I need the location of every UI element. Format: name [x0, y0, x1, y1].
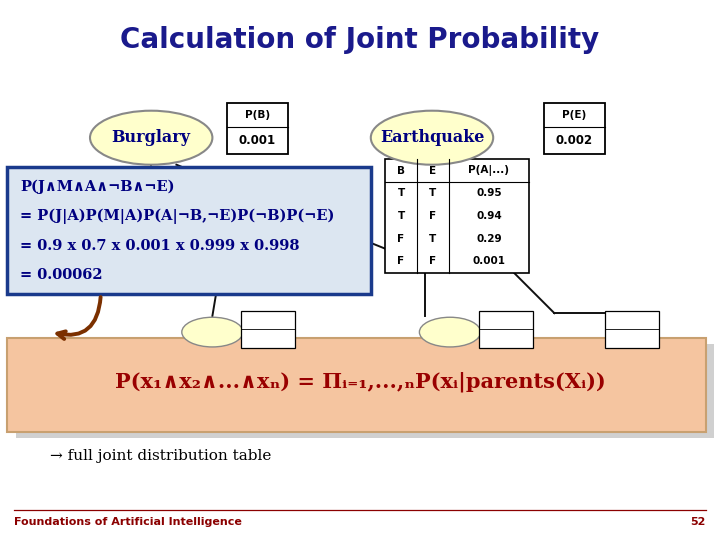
FancyBboxPatch shape — [544, 103, 605, 154]
Text: 0.001: 0.001 — [472, 256, 505, 266]
Text: P(E): P(E) — [562, 110, 586, 120]
Text: 0.94: 0.94 — [476, 211, 502, 221]
Ellipse shape — [181, 317, 243, 347]
Text: T: T — [397, 211, 405, 221]
Text: P(B): P(B) — [245, 110, 270, 120]
Text: 0.29: 0.29 — [476, 234, 502, 244]
Text: P(A|...): P(A|...) — [469, 165, 509, 176]
Text: = P(J|A)P(M|A)P(A|¬B,¬E)P(¬B)P(¬E): = P(J|A)P(M|A)P(A|¬B,¬E)P(¬B)P(¬E) — [20, 208, 335, 224]
Text: 0.95: 0.95 — [476, 188, 502, 198]
Text: Burglary: Burglary — [112, 129, 191, 146]
Text: Calculation of Joint Probability: Calculation of Joint Probability — [120, 26, 600, 55]
Text: T: T — [429, 234, 436, 244]
FancyBboxPatch shape — [479, 310, 533, 348]
Text: F: F — [397, 234, 405, 244]
Text: F: F — [429, 256, 436, 266]
Ellipse shape — [371, 111, 493, 165]
Text: F: F — [429, 211, 436, 221]
Text: = 0.00062: = 0.00062 — [20, 268, 103, 282]
FancyArrowPatch shape — [58, 297, 101, 339]
FancyBboxPatch shape — [7, 167, 371, 294]
Text: P(J∧M∧A∧¬B∧¬E): P(J∧M∧A∧¬B∧¬E) — [20, 179, 175, 194]
Text: Foundations of Artificial Intelligence: Foundations of Artificial Intelligence — [14, 517, 242, 527]
FancyBboxPatch shape — [16, 344, 714, 438]
FancyBboxPatch shape — [227, 103, 288, 154]
Text: E: E — [429, 166, 436, 176]
Text: 52: 52 — [690, 517, 706, 527]
Text: 0.002: 0.002 — [556, 134, 593, 147]
Text: → full joint distribution table: → full joint distribution table — [50, 449, 271, 463]
Text: 0.001: 0.001 — [239, 134, 276, 147]
Text: P(x₁∧x₂∧...∧xₙ) = Πᵢ₌₁,...,ₙP(xᵢ|parents(Xᵢ)): P(x₁∧x₂∧...∧xₙ) = Πᵢ₌₁,...,ₙP(xᵢ|parents… — [114, 372, 606, 392]
Text: T: T — [429, 188, 436, 198]
Text: B: B — [397, 166, 405, 176]
Ellipse shape — [90, 111, 212, 165]
FancyBboxPatch shape — [385, 159, 529, 273]
FancyBboxPatch shape — [605, 310, 659, 348]
FancyBboxPatch shape — [7, 338, 706, 432]
Ellipse shape — [419, 317, 481, 347]
Text: F: F — [397, 256, 405, 266]
Text: Earthquake: Earthquake — [380, 129, 484, 146]
FancyBboxPatch shape — [241, 310, 295, 348]
Text: T: T — [397, 188, 405, 198]
Text: = 0.9 x 0.7 x 0.001 x 0.999 x 0.998: = 0.9 x 0.7 x 0.001 x 0.999 x 0.998 — [20, 239, 300, 253]
